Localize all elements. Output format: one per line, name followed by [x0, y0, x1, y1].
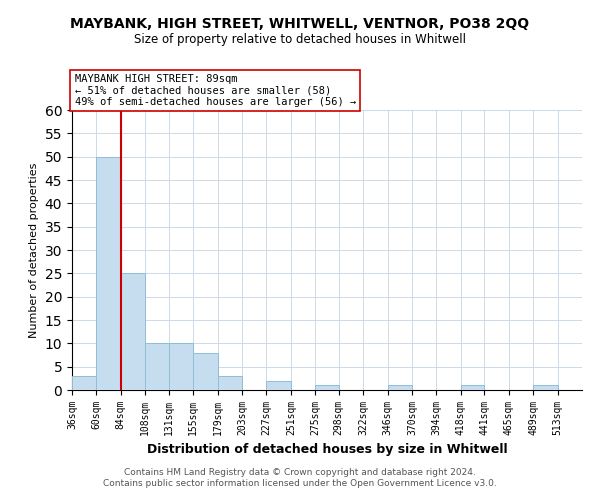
Bar: [145, 344, 169, 390]
Text: Contains HM Land Registry data © Crown copyright and database right 2024.
Contai: Contains HM Land Registry data © Crown c…: [103, 468, 497, 487]
Bar: [266, 380, 291, 390]
Bar: [461, 386, 484, 390]
Bar: [121, 274, 145, 390]
Bar: [193, 352, 218, 390]
Bar: [72, 376, 97, 390]
X-axis label: Distribution of detached houses by size in Whitwell: Distribution of detached houses by size …: [146, 444, 508, 456]
Bar: [218, 376, 242, 390]
Bar: [315, 386, 339, 390]
Bar: [388, 386, 412, 390]
Text: MAYBANK, HIGH STREET, WHITWELL, VENTNOR, PO38 2QQ: MAYBANK, HIGH STREET, WHITWELL, VENTNOR,…: [70, 18, 530, 32]
Bar: [533, 386, 557, 390]
Text: Size of property relative to detached houses in Whitwell: Size of property relative to detached ho…: [134, 32, 466, 46]
Text: MAYBANK HIGH STREET: 89sqm
← 51% of detached houses are smaller (58)
49% of semi: MAYBANK HIGH STREET: 89sqm ← 51% of deta…: [74, 74, 356, 107]
Bar: [169, 344, 193, 390]
Y-axis label: Number of detached properties: Number of detached properties: [29, 162, 39, 338]
Bar: [97, 156, 121, 390]
